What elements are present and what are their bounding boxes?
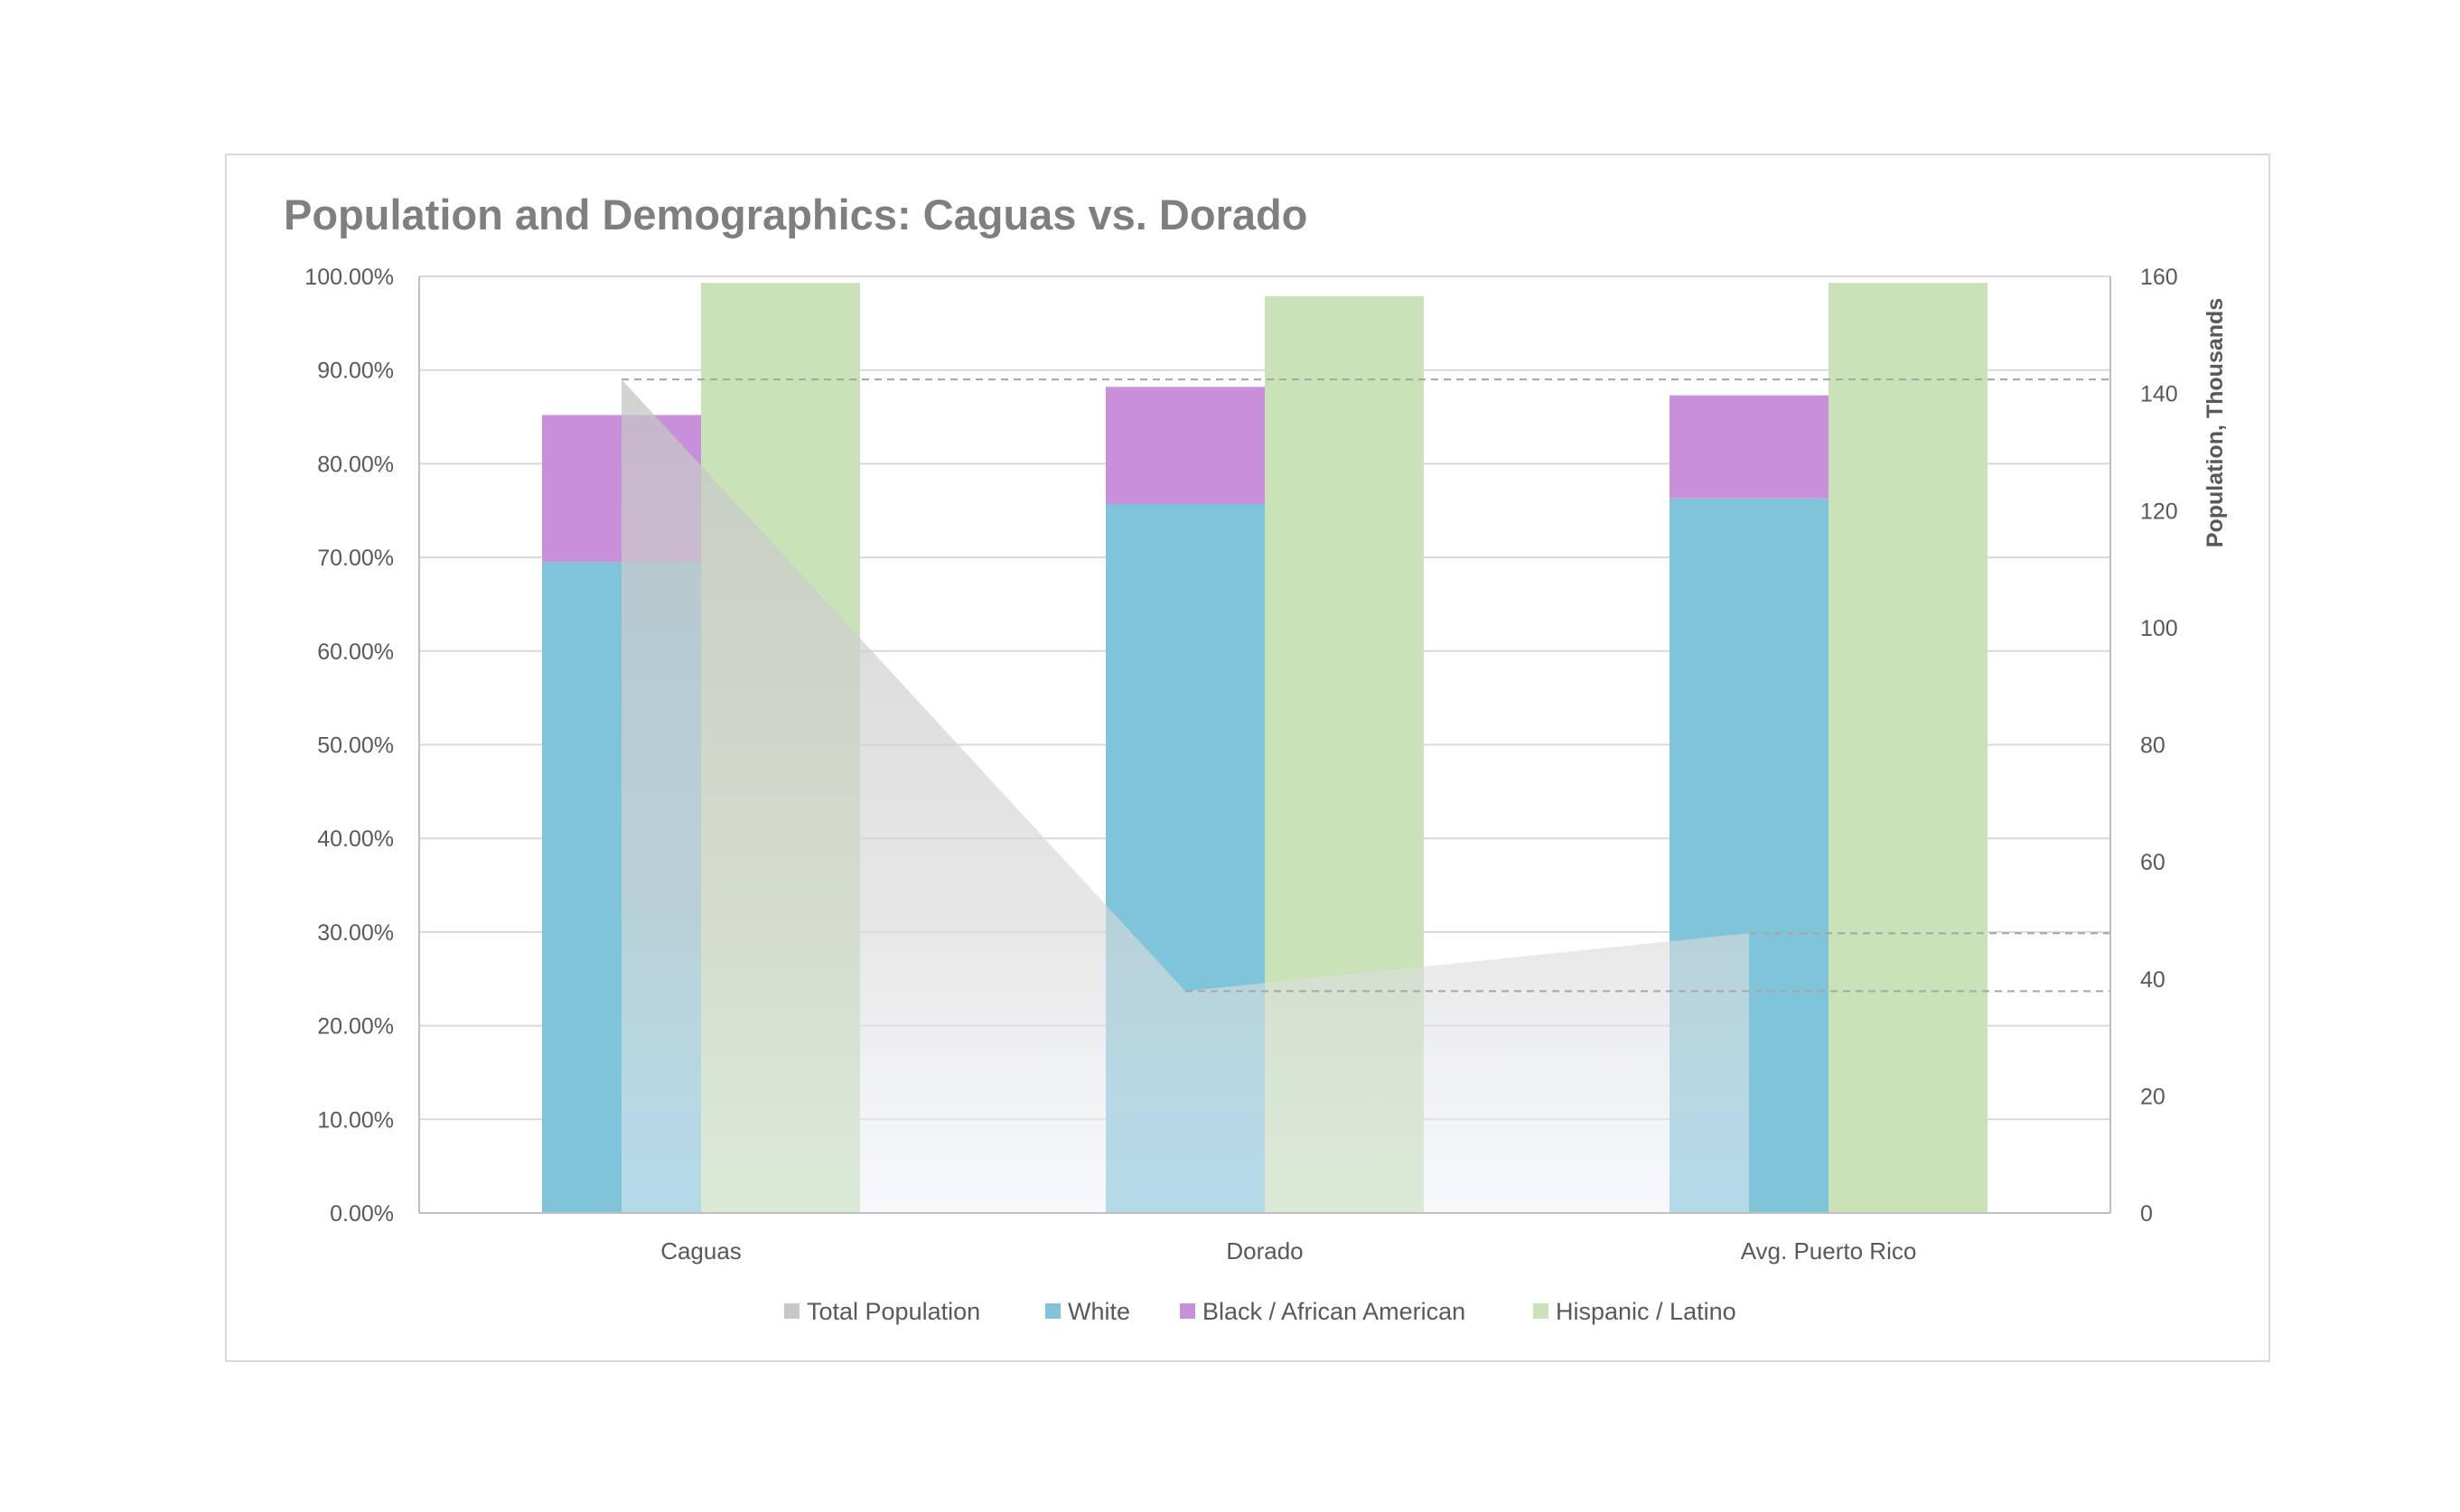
- y-right-tick-label: 60: [2140, 850, 2165, 875]
- area-layer: [622, 378, 2110, 1213]
- y-left-tick-label: 20.00%: [317, 1014, 394, 1040]
- legend-swatch: [1045, 1303, 1061, 1319]
- y-right-tick-label: 80: [2140, 733, 2165, 759]
- y-left-tick-label: 0.00%: [330, 1201, 394, 1227]
- x-tick-label: Avg. Puerto Rico: [1741, 1237, 1917, 1265]
- y-right-tick-label: 120: [2140, 499, 2178, 524]
- bar-hispanic-latino: [1829, 283, 1988, 1213]
- y-right-tick-label: 20: [2140, 1084, 2165, 1109]
- y-left-tick-label: 50.00%: [317, 733, 394, 759]
- axes-layer: 0.00% 10.00% 20.00% 30.00% 40.00% 50.00% 60.00…: [304, 265, 2177, 1265]
- y-left-tick-label: 30.00%: [317, 920, 394, 946]
- y-right-tick-label: 100: [2140, 616, 2178, 641]
- bar-black-african-american: [1106, 387, 1265, 504]
- legend-label: Black / African American: [1202, 1298, 1465, 1325]
- area-total-population: [622, 379, 1749, 1213]
- legend-label: White: [1068, 1298, 1130, 1325]
- y-left-tick-label: 100.00%: [304, 265, 394, 290]
- y-left-tick-label: 60.00%: [317, 639, 394, 665]
- y-right-axis-label: Population, Thousands: [2203, 298, 2228, 547]
- legend: Total Population White Black / African Ame…: [784, 1298, 1736, 1325]
- chart-title: Population and Demographics: Caguas vs. …: [284, 191, 1307, 238]
- legend-swatch: [784, 1303, 800, 1319]
- y-right-tick-label: 140: [2140, 382, 2178, 407]
- y-left-tick-label: 10.00%: [317, 1107, 394, 1133]
- bar-black-african-american: [1670, 395, 1829, 499]
- legend-label: Total Population: [807, 1298, 980, 1325]
- y-left-tick-label: 70.00%: [317, 546, 394, 571]
- y-left-tick-label: 90.00%: [317, 359, 394, 384]
- legend-swatch: [1533, 1303, 1548, 1319]
- legend-swatch: [1180, 1303, 1195, 1319]
- legend-label: Hispanic / Latino: [1556, 1298, 1736, 1325]
- y-right-tick-label: 40: [2140, 967, 2165, 993]
- y-right-tick-label: 0: [2140, 1201, 2153, 1227]
- y-right-tick-label: 160: [2140, 265, 2178, 290]
- y-left-tick-label: 40.00%: [317, 826, 394, 852]
- y-left-tick-label: 80.00%: [317, 452, 394, 477]
- x-tick-label: Caguas: [660, 1237, 742, 1265]
- x-tick-label: Dorado: [1226, 1237, 1303, 1265]
